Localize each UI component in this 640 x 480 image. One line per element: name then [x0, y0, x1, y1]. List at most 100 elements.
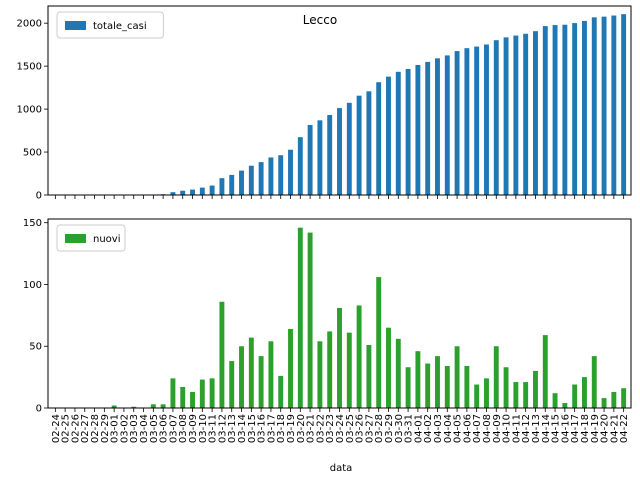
bar-nuovi-04-21: [611, 391, 617, 408]
x-tick-label-03-22: 03-22: [315, 414, 326, 443]
bar-nuovi-03-13: [229, 361, 235, 408]
legend-swatch-nuovi: [65, 234, 86, 243]
x-tick-label-04-05: 04-05: [453, 414, 464, 443]
bar-nuovi-04-16: [562, 403, 568, 408]
bar-nuovi-04-20: [601, 398, 607, 408]
bar-totale_casi-04-07: [474, 46, 480, 195]
bar-totale_casi-04-14: [542, 26, 548, 195]
x-tick-label-04-18: 04-18: [580, 414, 591, 443]
x-tick-label-03-25: 03-25: [345, 414, 356, 443]
x-tick-label-02-27: 02-27: [80, 414, 91, 443]
x-axis-label: data: [330, 463, 353, 474]
bar-nuovi-03-22: [317, 341, 323, 408]
bar-totale_casi-03-08: [180, 190, 186, 195]
bar-nuovi-04-07: [474, 384, 480, 408]
bar-nuovi-04-10: [503, 367, 509, 408]
bar-totale_casi-04-19: [591, 17, 597, 196]
bar-nuovi-04-09: [493, 346, 499, 408]
bar-nuovi-04-04: [444, 366, 450, 408]
bar-nuovi-03-30: [395, 338, 401, 408]
x-tick-label-04-04: 04-04: [443, 414, 454, 443]
bar-totale_casi-04-20: [601, 16, 607, 196]
bar-nuovi-03-20: [297, 227, 303, 408]
bar-nuovi-03-14: [239, 346, 244, 408]
x-tick-label-04-07: 04-07: [472, 414, 483, 443]
bar-nuovi-03-23: [327, 331, 333, 408]
bar-nuovi-03-11: [209, 378, 215, 408]
y-tick-label-0-2000: 2000: [17, 19, 42, 30]
x-tick-label-04-10: 04-10: [502, 414, 513, 443]
bar-totale_casi-04-22: [621, 14, 627, 195]
bar-nuovi-03-12: [219, 301, 225, 408]
bar-nuovi-04-17: [572, 384, 578, 408]
bar-nuovi-03-08: [180, 387, 186, 408]
x-tick-label-02-28: 02-28: [90, 414, 101, 443]
x-tick-label-03-19: 03-19: [286, 414, 297, 443]
bar-totale_casi-03-17: [268, 157, 274, 195]
bar-totale_casi-03-25: [346, 102, 352, 195]
x-tick-label-03-29: 03-29: [384, 414, 395, 443]
legend-label-totale_casi: totale_casi: [93, 21, 147, 32]
bar-totale_casi-04-03: [435, 58, 440, 195]
bar-totale_casi-04-08: [484, 44, 489, 195]
bar-totale_casi-03-21: [307, 124, 313, 195]
bar-totale_casi-03-12: [219, 178, 225, 195]
x-tick-label-03-27: 03-27: [364, 414, 375, 443]
bar-totale_casi-03-31: [405, 68, 411, 195]
y-tick-label-1-0: 0: [36, 404, 42, 415]
bar-totale_casi-03-29: [386, 76, 391, 195]
chart-title: Lecco: [303, 13, 337, 27]
x-tick-label-03-02: 03-02: [119, 414, 130, 443]
bar-nuovi-04-19: [591, 356, 597, 408]
bottom-panel-nuovi: 0 50 100 150 nuovi: [23, 218, 632, 415]
legend-swatch-totale_casi: [65, 21, 86, 30]
x-tick-label-04-16: 04-16: [560, 414, 571, 443]
x-tick-label-03-06: 03-06: [159, 414, 170, 443]
y-tick-label-0-1000: 1000: [17, 105, 42, 116]
bar-nuovi-03-03: [131, 406, 137, 408]
x-tick-label-03-15: 03-15: [247, 414, 258, 443]
x-tick-label-03-03: 03-03: [129, 414, 140, 443]
bar-nuovi-03-25: [346, 332, 352, 408]
legend-box-1: [56, 224, 126, 252]
bar-nuovi-03-15: [248, 337, 254, 408]
bar-totale_casi-03-13: [229, 174, 235, 195]
x-tick-label-04-03: 04-03: [433, 414, 444, 443]
bar-totale_casi-03-24: [337, 108, 342, 195]
x-tick-label-03-21: 03-21: [306, 414, 317, 443]
bar-totale_casi-03-09: [190, 189, 195, 195]
bar-nuovi-04-11: [513, 382, 519, 408]
bar-totale_casi-04-01: [415, 65, 421, 196]
bar-totale_casi-04-15: [552, 25, 558, 195]
legend-1: nuovi: [56, 224, 126, 252]
x-tick-label-02-26: 02-26: [70, 414, 81, 443]
y-tick-label-0-0: 0: [36, 191, 42, 202]
x-tick-label-03-07: 03-07: [168, 414, 179, 443]
x-tick-label-03-24: 03-24: [335, 414, 346, 443]
x-tick-label-04-06: 04-06: [462, 414, 473, 443]
y-tick-label-1-150: 150: [23, 218, 42, 229]
bar-totale_casi-03-14: [239, 170, 244, 195]
x-tick-label-03-14: 03-14: [237, 414, 248, 443]
y-tick-label-1-50: 50: [29, 342, 42, 353]
bar-nuovi-03-17: [268, 341, 274, 408]
x-tick-label-03-20: 03-20: [296, 414, 307, 443]
bar-totale_casi-04-05: [454, 51, 460, 195]
bar-nuovi-03-27: [366, 345, 372, 408]
bar-nuovi-03-31: [405, 367, 411, 408]
x-tick-label-04-01: 04-01: [413, 414, 424, 443]
bar-nuovi-04-13: [533, 370, 538, 408]
y-tick-label-1-100: 100: [23, 280, 42, 291]
x-tick-label-03-17: 03-17: [266, 414, 277, 443]
x-tick-label-03-18: 03-18: [276, 414, 287, 443]
bar-totale_casi-03-27: [366, 91, 372, 195]
x-tick-label-02-25: 02-25: [61, 414, 72, 443]
bar-totale_casi-03-07: [170, 192, 176, 195]
x-tick-label-03-01: 03-01: [110, 414, 121, 443]
bar-totale_casi-04-10: [503, 37, 509, 195]
bar-nuovi-04-02: [425, 363, 431, 408]
bar-nuovi-03-26: [356, 305, 362, 408]
x-tick-label-02-24: 02-24: [51, 414, 62, 443]
bar-totale_casi-03-15: [248, 165, 254, 195]
